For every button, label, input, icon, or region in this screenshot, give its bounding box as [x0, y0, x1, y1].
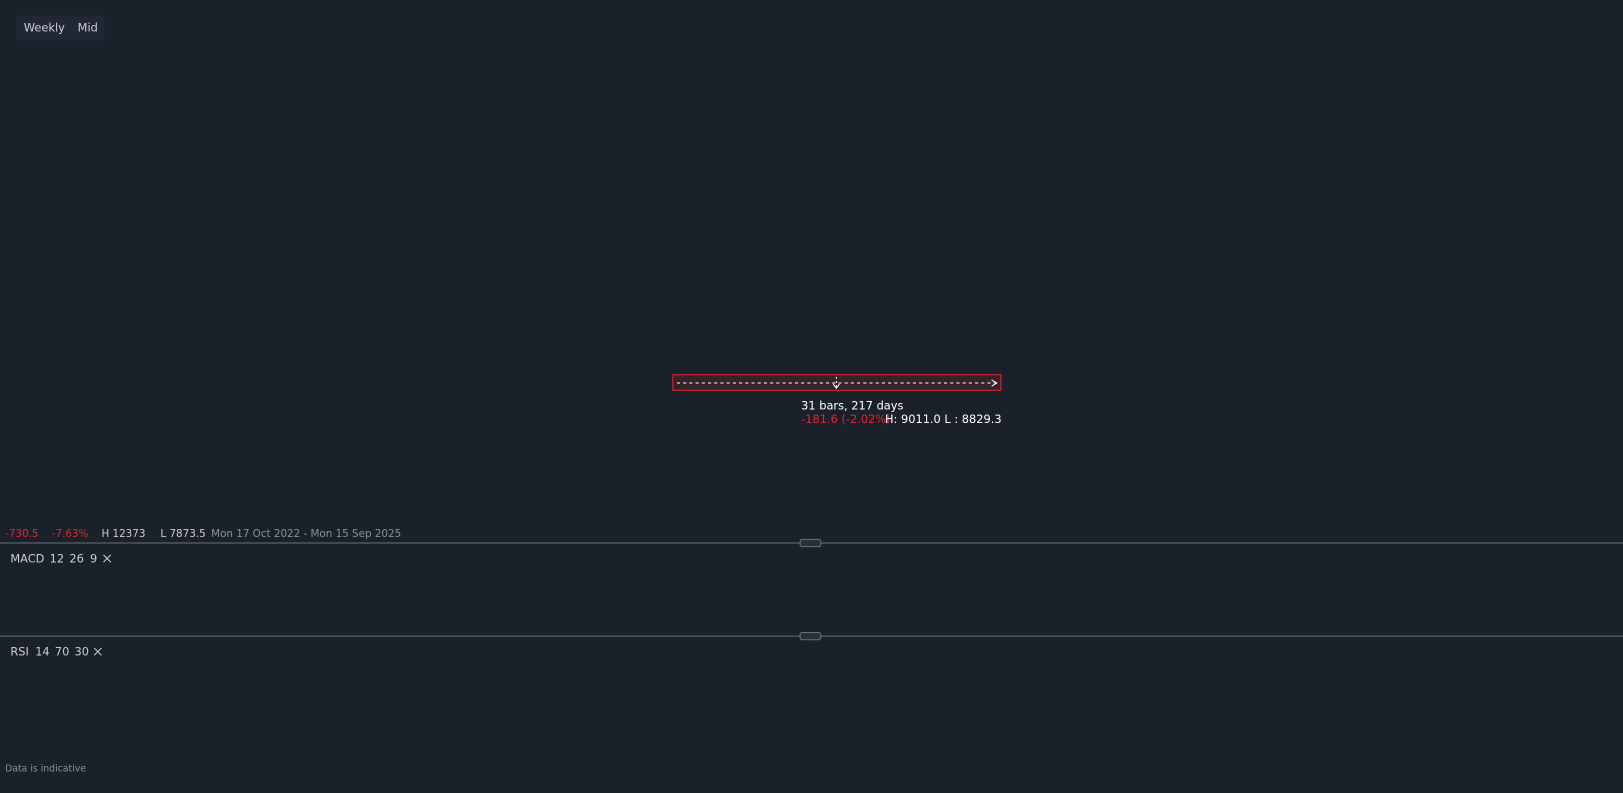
indicator-param: 70 [55, 645, 69, 659]
indicator-param: 12 [50, 552, 64, 566]
close-indicator[interactable] [93, 647, 102, 656]
measure-arrow-head [991, 379, 998, 387]
measure-range: H: 9011.0 L : 8829.3 [885, 412, 1002, 426]
stat-low: L 7873.5 [160, 528, 205, 540]
indicator-param: 30 [75, 645, 89, 659]
stat-change-pct: -7.63% [52, 528, 89, 540]
indicator-param: 14 [35, 645, 49, 659]
indicator-title: RSI [10, 645, 28, 659]
stat-change: -730.5 [5, 528, 38, 540]
indicator-title: MACD [10, 552, 44, 566]
price-button[interactable]: Mid [78, 21, 98, 35]
measure-change: -181.6 (-2.02%) [801, 412, 890, 426]
panel-resize-handle[interactable] [799, 631, 822, 641]
close-indicator[interactable] [103, 554, 112, 563]
stat-high: H 12373 [101, 528, 145, 540]
panel-resize-handle[interactable] [799, 538, 822, 548]
interval-button[interactable]: Weekly [24, 21, 65, 35]
stat-period: Mon 17 Oct 2022 - Mon 15 Sep 2025 [211, 528, 401, 540]
measure-arrow-head [832, 383, 840, 390]
indicator-param: 26 [69, 552, 83, 566]
footer-note: Data is indicative [5, 764, 86, 775]
indicator-param: 9 [90, 552, 97, 566]
measure-summary: 31 bars, 217 days [801, 398, 903, 412]
toolbar [16, 15, 105, 41]
